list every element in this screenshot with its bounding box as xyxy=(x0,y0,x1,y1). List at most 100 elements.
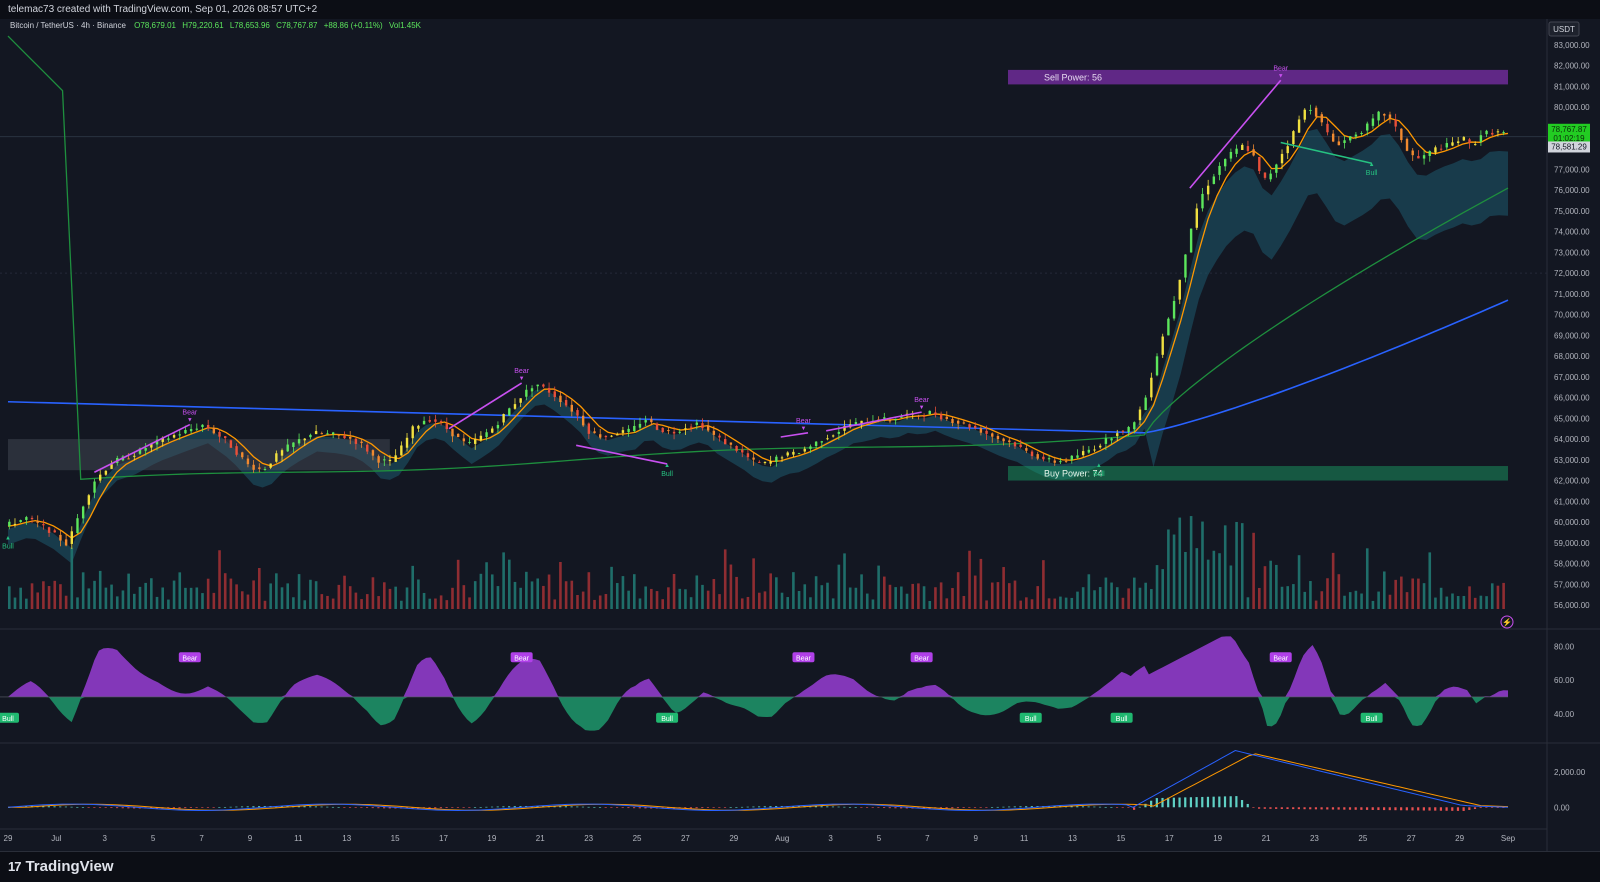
time-axis[interactable]: 29 Jul 3 5 7 9 11 13 15 17 19 21 23 25 27 29 Aug 3 5 7 9 11 13… xyxy=(4,834,1516,843)
volume-bar xyxy=(570,580,574,609)
volume-bar xyxy=(110,584,113,609)
ma-200-line xyxy=(7,299,1509,434)
volume-bar xyxy=(905,593,909,609)
volume-bar xyxy=(121,590,125,609)
macd-histogram-bar xyxy=(564,806,568,808)
macd-histogram-bar xyxy=(1434,807,1437,811)
volume-bar xyxy=(1462,595,1466,609)
volume-bar xyxy=(240,591,244,609)
volume-bar xyxy=(928,600,932,609)
volume-bar xyxy=(87,588,91,609)
macd-histogram-bar xyxy=(47,806,50,808)
bear-arrow-icon: ▼ xyxy=(919,405,925,411)
sell-power-zone[interactable] xyxy=(1008,69,1508,85)
volume-bar xyxy=(1394,579,1397,609)
candle-body xyxy=(559,395,562,403)
currency-badge[interactable] xyxy=(1548,21,1580,37)
candle-body xyxy=(19,520,22,523)
volume-bar xyxy=(1400,576,1403,609)
volume-bar xyxy=(1025,597,1028,609)
candle-body xyxy=(1417,155,1420,159)
cloud-layer xyxy=(8,129,1508,564)
macd-histogram-bar xyxy=(1013,806,1016,808)
macd-histogram-bar xyxy=(331,806,335,808)
volume-bar xyxy=(553,599,557,609)
candle-body xyxy=(974,425,977,429)
candle-body xyxy=(1394,119,1397,127)
macd-histogram-bar xyxy=(1428,807,1431,811)
tradingview-logo[interactable]: 17 TradingView xyxy=(8,858,114,875)
chart-canvas[interactable]: Sell Power: 56 Buy Power: 74 Bear▼Bear▼B… xyxy=(0,19,1600,851)
macd-histogram-bar xyxy=(104,807,107,808)
volume-bar xyxy=(610,566,613,609)
candle-body xyxy=(81,506,85,519)
macd-line xyxy=(7,750,1509,811)
divergence-line xyxy=(1189,79,1282,189)
volume-bar xyxy=(1167,529,1170,609)
lightning-glyph: ⚡ xyxy=(1502,617,1512,627)
macd-histogram-bar xyxy=(968,807,971,808)
macd-histogram-bar xyxy=(337,807,340,808)
macd-histogram-bar xyxy=(1269,807,1272,809)
volume-bar xyxy=(1411,578,1415,609)
buy-power-zone[interactable] xyxy=(1008,466,1508,481)
candle-body xyxy=(1150,377,1153,398)
candle-body xyxy=(979,428,983,433)
candle-body xyxy=(894,418,897,421)
bear-arrow-icon: ▼ xyxy=(1278,73,1284,79)
macd-histogram-bar xyxy=(1127,807,1130,808)
macd-histogram-bar xyxy=(973,807,977,808)
macd-histogram-bar xyxy=(1206,796,1210,808)
candle-body xyxy=(1047,458,1051,460)
price-tick-label: 72,000.00 xyxy=(1554,269,1590,278)
oscillator-bear-badge xyxy=(910,652,933,663)
candle-body xyxy=(1371,118,1375,126)
candle-body xyxy=(1116,433,1119,436)
candle-body xyxy=(729,442,733,445)
candle-body xyxy=(1036,454,1039,459)
candle-body xyxy=(30,517,34,520)
volume-bar xyxy=(263,600,267,609)
candle-body xyxy=(718,435,721,438)
macd-histogram-bar xyxy=(1462,807,1465,811)
macd-histogram-bar xyxy=(1093,806,1096,808)
macd-histogram-bar xyxy=(115,807,119,809)
price-tick-label: 83,000.00 xyxy=(1554,41,1590,50)
macd-histogram-bar xyxy=(956,807,960,809)
ma-slow-line xyxy=(7,35,1509,480)
candle-body xyxy=(1229,151,1233,159)
macd-pane: 2,000.00 0.00 xyxy=(7,750,1586,812)
macd-histogram-bar xyxy=(1473,807,1477,810)
macd-histogram-bar xyxy=(42,806,45,808)
macd-histogram-bar xyxy=(814,806,818,808)
divergence-line xyxy=(448,382,523,430)
volume-bar xyxy=(1337,574,1341,609)
macd-histogram-bar xyxy=(587,806,590,808)
candle-body xyxy=(1127,427,1130,433)
sell-power-label: Sell Power: 56 xyxy=(1044,72,1102,82)
volume-bar xyxy=(723,549,727,609)
candle-body xyxy=(206,424,210,429)
lightning-icon[interactable] xyxy=(1500,615,1514,629)
volume-bar xyxy=(1348,592,1352,609)
oscillator-badge-text: Bull xyxy=(661,716,673,723)
candle-body xyxy=(831,435,835,437)
macd-histogram-bar xyxy=(473,807,477,808)
volume-bar xyxy=(1144,582,1147,609)
macd-histogram-bar xyxy=(633,807,636,809)
macd-histogram-bar xyxy=(246,806,249,808)
volume-bar xyxy=(1019,600,1022,609)
volume-bar xyxy=(1110,582,1113,609)
volume-bar xyxy=(1013,580,1017,609)
macd-histogram-bar xyxy=(445,807,448,809)
candle-body xyxy=(701,423,704,429)
time-tick-label: 13 xyxy=(342,834,351,843)
candle-body xyxy=(1292,131,1295,145)
candle-body xyxy=(786,452,789,456)
volume-bar xyxy=(172,580,176,609)
volume-bar xyxy=(559,561,562,609)
time-tick-label: 15 xyxy=(1116,834,1125,843)
trend-cloud xyxy=(8,129,1508,564)
time-tick-label: 5 xyxy=(877,834,882,843)
macd-histogram-bar xyxy=(456,807,460,808)
